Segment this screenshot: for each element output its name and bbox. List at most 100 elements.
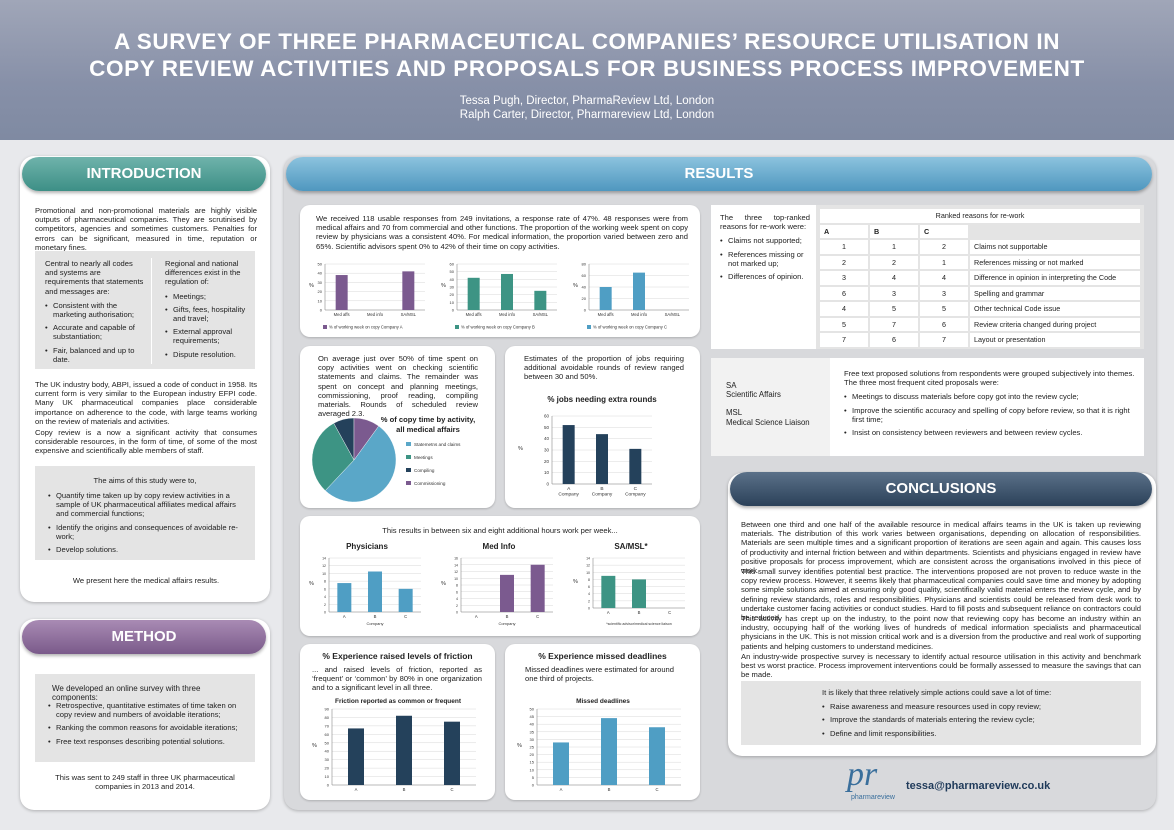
results-banner: RESULTS: [286, 157, 1152, 191]
bar: [596, 434, 608, 484]
bar: [501, 273, 513, 310]
x-tick-label: C: [668, 610, 671, 615]
rank-b: 1: [870, 240, 918, 254]
contact-email[interactable]: tessa@pharmareview.co.uk: [906, 780, 1051, 792]
x-tick-label: Company: [558, 492, 579, 498]
x-tick-label: B: [403, 787, 406, 792]
table-header-row: A B C: [820, 224, 1140, 238]
rank-c: 6: [920, 317, 968, 331]
y-tick-label: 6: [456, 590, 458, 594]
y-tick-label: 10: [322, 572, 326, 576]
rank-b: 2: [870, 255, 918, 269]
x-tick-label: Company: [625, 492, 646, 498]
y-tick-label: 80: [325, 715, 330, 720]
results-box-time: [300, 205, 700, 337]
legend-label: Statemetns and claims: [414, 442, 461, 447]
y-axis-label: %: [517, 743, 522, 749]
action-item: Improve the standards of materials enter…: [822, 715, 1122, 724]
y-axis-label: %: [312, 743, 317, 749]
y-tick-label: 25: [530, 745, 535, 750]
bar: [629, 448, 642, 484]
y-tick-label: 0: [532, 783, 535, 788]
y-tick-label: 50: [325, 740, 330, 745]
extra-hours-text: This results in between six and eight ad…: [382, 526, 618, 535]
aims-item: Develop solutions.: [48, 545, 246, 554]
y-tick-label: 30: [544, 448, 550, 453]
logo-mark: pr: [847, 756, 878, 793]
x-tick-label: C: [404, 614, 407, 619]
y-tick-label: 10: [586, 571, 590, 575]
y-tick-label: 4: [456, 597, 458, 601]
x-tick-label: SA/MSL: [533, 312, 549, 317]
abbreviations-box: [711, 358, 830, 456]
y-tick-label: 14: [322, 557, 326, 561]
legend-label: Meetings: [414, 455, 433, 460]
logo-text: pharmareview: [851, 794, 895, 801]
x-tick-label: Med affs: [334, 312, 350, 317]
rank-c: 1: [920, 255, 968, 269]
y-tick-label: 4: [324, 595, 326, 599]
x-tick-label: A: [607, 610, 610, 615]
y-tick-label: 35: [530, 729, 535, 734]
bar: [402, 271, 415, 310]
legend-swatch: [455, 325, 459, 329]
chart-title: Physicians: [346, 542, 388, 551]
reason: Review criteria changed during project: [970, 317, 1140, 331]
bar: [534, 290, 547, 310]
top-ranked-item: Differences of opinion.: [720, 272, 810, 281]
bar: [633, 272, 645, 310]
y-tick-label: 70: [325, 723, 330, 728]
bar: [553, 742, 569, 785]
col-header: C: [920, 224, 968, 238]
rank-c: 2: [920, 240, 968, 254]
intro-right-head: Regional and national differences exist …: [165, 259, 241, 287]
pie-slice: [324, 425, 397, 503]
intro-left-head: Central to nearly all codes and systems …: [45, 259, 144, 296]
table-row: 6 3 3 Spelling and grammar: [820, 286, 1140, 300]
rank-a: 1: [820, 240, 868, 254]
legend-swatch: [406, 481, 411, 485]
legend-swatch: [406, 442, 411, 446]
action-item: Raise awareness and measure resources us…: [822, 702, 1122, 711]
y-tick-label: 20: [325, 766, 330, 771]
introduction-banner: INTRODUCTION: [22, 157, 266, 191]
author-2: Ralph Carter, Director, Pharmareview Ltd…: [459, 109, 715, 121]
rank-c: 5: [920, 302, 968, 316]
table-row: 3 4 4 Difference in opinion in interpreting…: [820, 271, 1140, 285]
y-tick-label: 2: [324, 603, 326, 607]
x-tick-label: A: [475, 614, 478, 619]
chart-pie-activity: % of copy time by activity,all medical a…: [311, 415, 475, 503]
chart-footnote: *scientific advisor/medical science liai…: [606, 622, 672, 626]
x-tick-label: Med info: [367, 312, 384, 317]
y-tick-label: 16: [454, 557, 458, 561]
col-header-empty: [970, 224, 1140, 238]
bar: [601, 575, 616, 608]
poster-header: A SURVEY OF THREE PHARMACEUTICAL COMPANI…: [0, 0, 1174, 140]
x-tick-label: Med info: [499, 312, 516, 317]
rank-a: 7: [820, 333, 868, 347]
aims-head: The aims of this study were to,: [93, 476, 197, 485]
y-tick-label: 90: [325, 707, 330, 712]
y-tick-label: 12: [454, 570, 458, 574]
bar: [335, 275, 348, 310]
y-tick-label: 6: [588, 585, 590, 589]
intro-right-item: Meetings;: [165, 292, 250, 301]
method-item: Retrospective, quantitative estimates of…: [48, 701, 248, 719]
y-tick-label: 20: [582, 296, 587, 301]
intro-right-item: Gifts, fees, hospitality and travel;: [165, 305, 250, 323]
free-text-list: Free text proposed solutions from respon…: [844, 369, 1136, 441]
author-1: Tessa Pugh, Director, PharmaReview Ltd, …: [459, 95, 715, 107]
top-ranked-item: Claims not supported;: [720, 236, 810, 245]
y-tick-label: 50: [544, 425, 550, 430]
x-tick-label: B: [608, 787, 611, 792]
results-paragraph-1: We received 118 usable responses from 24…: [316, 214, 688, 251]
x-tick-label: A: [560, 787, 563, 792]
y-tick-label: 20: [530, 752, 535, 757]
legend-swatch: [406, 468, 411, 472]
y-tick-label: 10: [530, 767, 535, 772]
y-tick-label: 5: [532, 775, 535, 780]
reason: Layout or presentation: [970, 333, 1140, 347]
bar: [599, 287, 612, 310]
y-tick-label: 20: [544, 459, 550, 464]
title-line-1: A SURVEY OF THREE PHARMACEUTICAL COMPANI…: [113, 29, 1061, 54]
